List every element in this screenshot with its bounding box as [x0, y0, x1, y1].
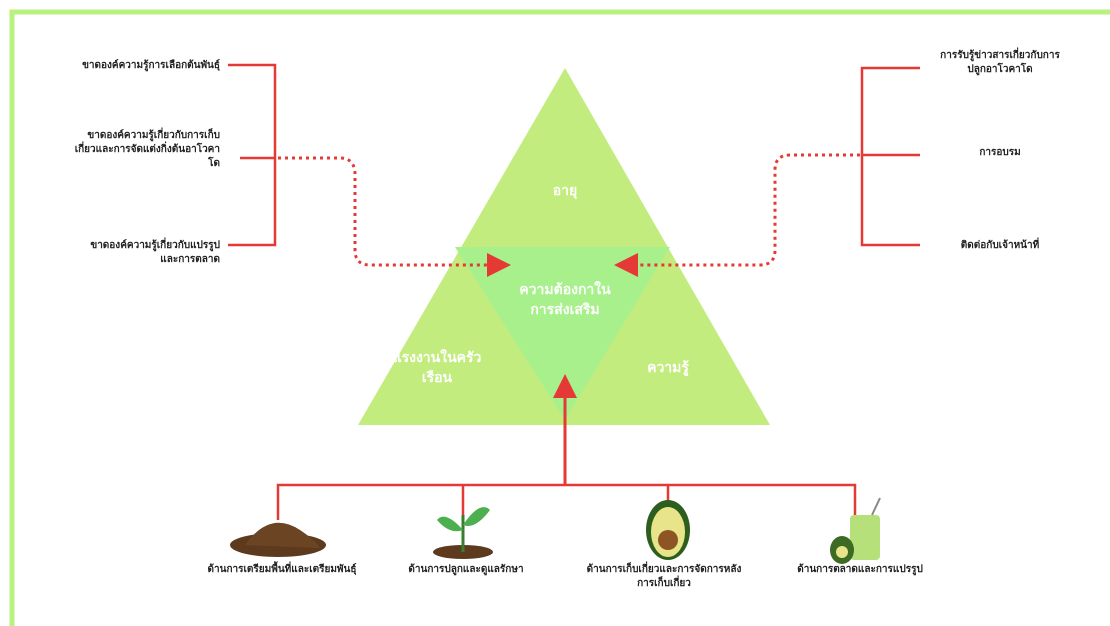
label-line: การรับรู้ข่าวสารเกี่ยวกับการ	[940, 47, 1060, 62]
label: การอบรม	[979, 147, 1020, 158]
label-line: โด	[207, 156, 220, 169]
label: ด้านการตลาดและการแปรรูป	[797, 563, 923, 576]
diagram: อายุ ความต้องกาในการส่งเสริม แรงงานในครั…	[0, 0, 1110, 626]
label-line: ด้านการเตรียมพื้นที่และเตรียมพันธุ์	[208, 561, 357, 575]
label: ขาดองค์ความรู้การเลือกต้นพันธุ์	[82, 59, 220, 72]
label-line: การอบรม	[979, 147, 1020, 158]
label: ด้านการเตรียมพื้นที่และเตรียมพันธุ์	[208, 561, 357, 575]
label-line: ขาดองค์ความรู้เกี่ยวกับการเก็บ	[87, 127, 220, 142]
label-line: ปลูกอาโวคาโด	[967, 62, 1032, 76]
label: ด้านการปลูกและดูแลรักษา	[408, 563, 523, 576]
label-line: ด้านการปลูกและดูแลรักษา	[408, 563, 523, 576]
label-line: ด้านการตลาดและการแปรรูป	[797, 563, 923, 576]
label-line: ติดต่อกับเจ้าหน้าที่	[961, 237, 1040, 251]
label-line: และการตลาด	[160, 254, 220, 265]
triangle-label: ความรู้	[647, 360, 689, 376]
label-line: ขาดองค์ความรู้การเลือกต้นพันธุ์	[82, 59, 220, 72]
label-line: ด้านการเก็บเกี่ยวและการจัดการหลัง	[587, 561, 742, 575]
label: ติดต่อกับเจ้าหน้าที่	[961, 237, 1040, 251]
label-line: ขาดองค์ความรู้เกี่ยวกับแปรรูป	[90, 237, 220, 252]
triangle-label: อายุ	[553, 183, 577, 199]
label-line: เกี่ยวและการจัดแต่งกิ่งต้นอาโวคา	[75, 141, 220, 155]
label-line: การเก็บเกี่ยว	[637, 575, 691, 589]
